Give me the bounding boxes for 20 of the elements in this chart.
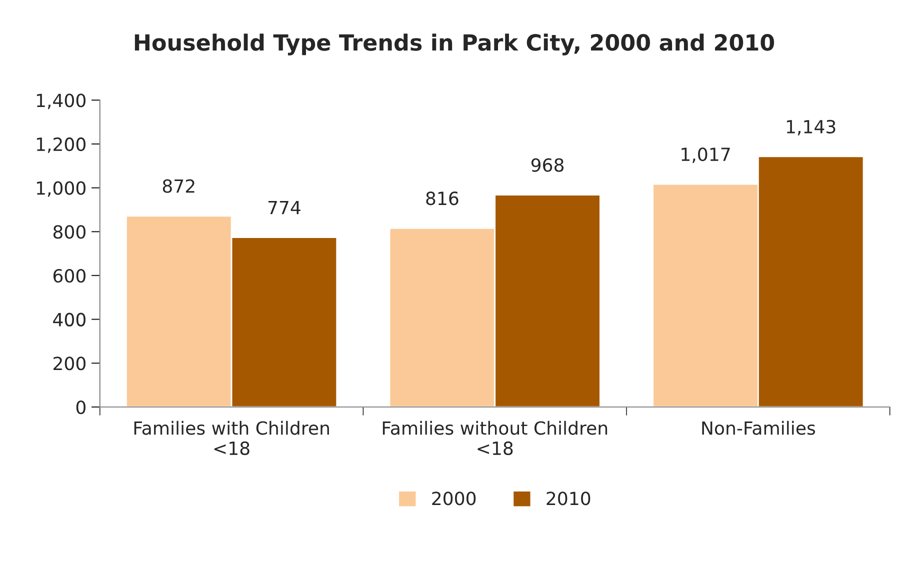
legend-label: 2010 [546, 492, 590, 506]
y-tick-label: 1,000 [36, 181, 86, 197]
data-label: 968 [531, 158, 564, 172]
data-label: 1,017 [682, 147, 730, 163]
data-label: 774 [268, 200, 300, 214]
y-tick-label: 400 [53, 312, 86, 326]
y-tick-label: 1,200 [36, 137, 86, 153]
legend-label: 2000 [432, 492, 476, 506]
y-tick-label: 0 [76, 400, 86, 414]
y-tick-label: 1,400 [36, 94, 86, 110]
y-tick-label: 600 [53, 268, 86, 283]
x-tick-label: Non-Families [702, 420, 816, 435]
data-label: 816 [426, 192, 458, 206]
data-label: 872 [162, 179, 194, 193]
x-tick-label: Families with Children <18 [134, 420, 329, 456]
y-tick-label: 200 [54, 356, 86, 370]
chart-title: Household Type Trends in Park City, 2000 and 2010 [134, 34, 774, 56]
data-label: 1,143 [786, 120, 836, 136]
y-tick-label: 800 [53, 225, 86, 239]
x-tick-label: Families without Children <18 [382, 420, 608, 456]
